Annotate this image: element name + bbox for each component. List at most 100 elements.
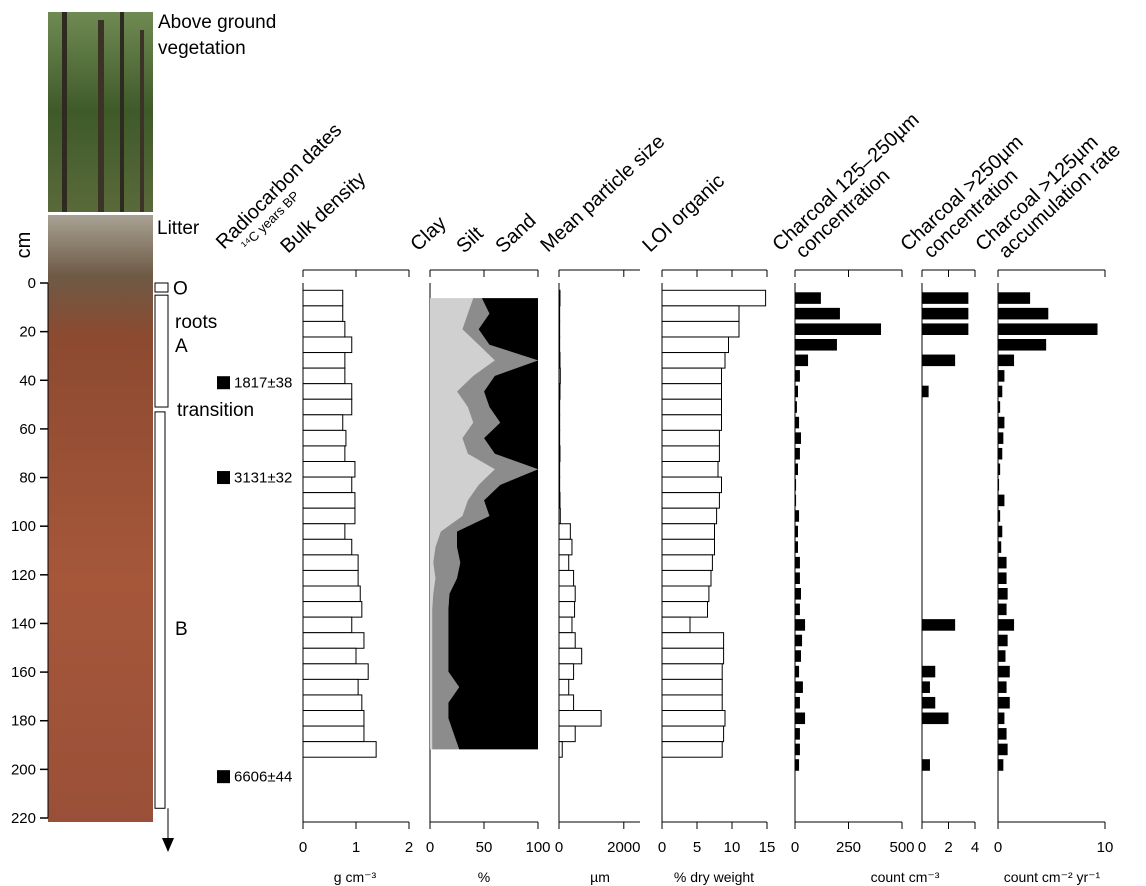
horizon-note: transition [177,400,254,421]
bar [558,569,575,587]
y-tick-label: 60 [19,421,36,438]
bar [795,588,801,600]
bar [998,510,1001,522]
bar [661,429,720,447]
bar [661,616,691,634]
bar [795,447,800,460]
bar [795,479,797,491]
bar [661,305,740,322]
bar [302,507,356,525]
area [448,298,538,750]
bar [998,307,1049,320]
bar [558,398,561,416]
bar [558,320,561,338]
bar [558,616,573,634]
bar [795,432,801,444]
bar [998,292,1031,304]
date-marker [217,471,230,485]
bar [998,323,1098,335]
bar [558,414,561,431]
bar [661,383,722,400]
bar [558,725,576,743]
date-marker [217,376,230,390]
bar [795,619,806,631]
x-tick-label: 0 [555,839,563,856]
bar [998,541,1002,553]
bar [795,728,800,740]
bar [998,572,1007,585]
bar [302,538,353,556]
bar [998,401,1001,413]
bar [302,460,356,478]
date-label: 6606±44 [234,769,292,786]
bar [795,416,800,429]
y-tick-label: 140 [11,615,36,632]
bar [302,398,353,416]
y-tick-label: 0 [28,275,36,292]
bar [302,678,359,696]
bar [795,541,798,553]
bar [661,725,725,743]
bar [302,741,377,758]
x-tick-label: 0 [426,839,434,856]
y-tick-label: 80 [19,470,36,487]
panel-title-line: Charcoal 125–250µm [768,109,923,256]
bar [302,694,363,712]
x-tick-label: 2 [944,839,952,856]
horizon-label: O [173,278,188,299]
bar [661,367,722,385]
x-axis-label: g cm⁻³ [334,869,377,885]
bar [795,572,800,585]
bar [922,696,936,709]
date-marker [217,770,230,784]
bar [998,588,1008,600]
bar [998,338,1047,351]
bar [998,354,1015,367]
x-tick-label: 1 [352,839,360,856]
bar [922,665,936,678]
x-tick-label: 2 [405,839,413,856]
bar [795,370,800,382]
bar [661,445,720,462]
bar [922,323,969,335]
bar [795,354,809,367]
bar [795,556,800,569]
bar [302,383,353,400]
bar [302,492,356,509]
bar [558,710,602,727]
bar [558,647,583,665]
horizon-label: A [175,336,188,357]
bar [302,601,363,618]
bar [302,710,365,727]
bar [302,632,365,649]
bar [302,663,369,680]
y-tick-label: 180 [11,713,36,730]
x-tick-label: 0 [299,839,307,856]
bar [302,429,347,447]
x-tick-label: 5 [693,839,701,856]
bar [998,479,1000,491]
area [430,298,495,750]
bar [558,289,561,307]
bar [795,307,840,320]
bar [661,741,723,758]
bar [661,352,726,369]
bar [661,538,715,556]
bar [302,725,365,743]
bar [558,352,561,369]
bar [302,320,346,338]
bar [558,336,561,354]
bar [661,336,729,354]
bar [998,743,1008,756]
x-tick-label: 250 [836,839,861,856]
bar [998,447,1003,460]
bar [661,663,723,680]
horizon-box [154,282,169,293]
bar [558,492,561,509]
bar [795,510,800,522]
bar [998,728,1007,740]
bar [795,681,803,693]
legend-label: Silt [452,222,488,257]
bar [302,336,353,354]
bar [558,663,575,680]
